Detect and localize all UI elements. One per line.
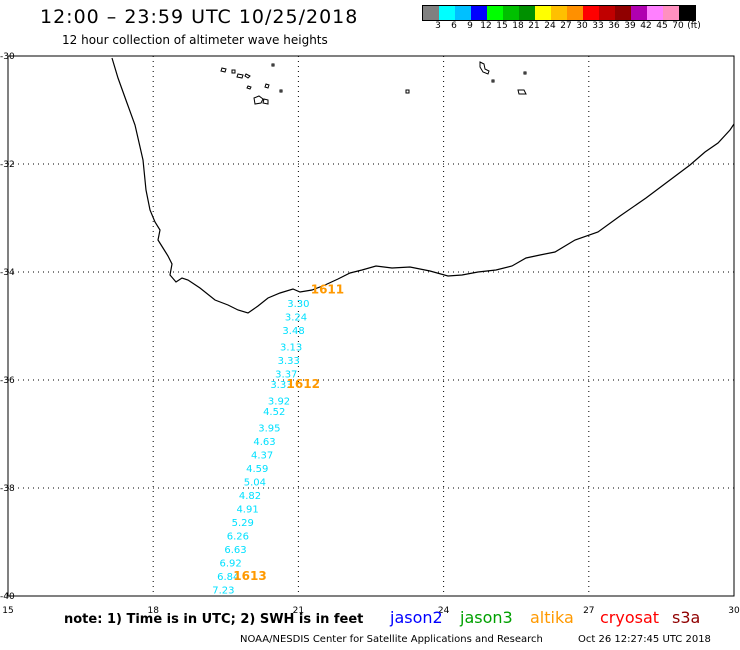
wave-height-label: 3.24 [285,313,307,324]
legend-label: 6 [451,21,457,31]
legend-swatch [663,6,679,20]
legend-swatch [631,6,647,20]
wave-height-label: 5.04 [244,477,266,488]
legend-label: 39 [624,21,636,31]
wave-height-label: 5.29 [232,518,254,529]
map-title: 12:00 – 23:59 UTC 10/25/2018 [40,6,359,28]
legend-swatch [567,6,583,20]
legend-swatch [647,6,663,20]
lat-tick-label: -38 [0,484,15,494]
wave-height-label: 6.26 [227,531,249,542]
lon-tick-label: 15 [2,606,13,616]
graticule [8,56,734,596]
legend-swatch [455,6,471,20]
legend-label: (ft) [687,21,701,31]
lat-tick-label: -32 [0,160,15,170]
legend-label: 45 [656,21,668,31]
time-label: 1612 [287,377,320,391]
lon-tick-label: 21 [293,606,304,616]
wave-height-label: 4.37 [251,450,273,461]
legend-label: 24 [544,21,556,31]
footer-credit: NOAA/NESDIS Center for Satellite Applica… [240,634,543,645]
legend-swatch [583,6,599,20]
lon-tick-label: 30 [728,606,740,616]
axis-ticks: 15 18 21 24 27 30 -30 -32 -34 -36 -38 -40 [0,52,740,616]
legend-swatch [615,6,631,20]
mission-altika: altika [530,608,574,627]
legend-label: 12 [480,21,492,31]
mission-s3a: s3a [672,608,701,627]
map-frame [7,55,735,597]
legend-label: 70 [672,21,684,31]
altimeter-track: 3.303.243.483.133.333.373.333.924.523.95… [212,299,309,596]
footer-timestamp: Oct 26 12:27:45 UTC 2018 [578,634,711,645]
wave-height-label: 6.63 [224,545,246,556]
lon-tick-label: 24 [438,606,450,616]
wave-height-label: 3.92 [268,396,290,407]
wave-height-label: 6.92 [220,558,242,569]
lon-tick-label: 18 [147,606,159,616]
legend-label: 21 [528,21,540,31]
lat-tick-label: -36 [0,376,15,386]
legend-label: 18 [512,21,524,31]
wave-height-label: 3.13 [280,342,302,353]
track-time-labels: 1611 1612 1613 [233,283,344,583]
legend-label: 42 [640,21,652,31]
wave-height-label: 3.48 [282,326,304,337]
legend-swatch [599,6,615,20]
lat-tick-label: -34 [0,268,15,278]
wave-height-label: 7.23 [212,585,234,596]
legend-label: 15 [496,21,508,31]
mission-cryosat: cryosat [600,608,660,627]
legend-swatch [551,6,567,20]
time-label: 1613 [233,569,266,583]
color-legend [422,5,696,21]
legend-swatch [679,6,695,20]
time-label: 1611 [311,283,344,297]
legend-label: 36 [608,21,620,31]
wave-height-label: 4.91 [236,504,258,515]
legend-swatch [471,6,487,20]
wave-height-label: 3.30 [287,299,309,310]
legend-swatch [439,6,455,20]
legend-label: 27 [560,21,572,31]
legend-swatch [423,6,439,20]
wave-height-label: 3.33 [270,380,292,391]
legend-label: 9 [467,21,473,31]
wave-height-label: 3.95 [258,423,280,434]
map-subtitle: 12 hour collection of altimeter wave hei… [62,33,328,47]
wave-height-label: 3.33 [278,356,300,367]
legend-label: 30 [576,21,588,31]
wave-height-label: 3.37 [275,369,297,380]
legend-swatch [503,6,519,20]
legend-label: 33 [592,21,604,31]
legend-swatch [487,6,503,20]
lon-tick-label: 27 [583,606,594,616]
lat-tick-label: -30 [0,52,15,62]
legend-swatch [519,6,535,20]
wave-height-label: 4.82 [239,491,261,502]
legend-swatch [535,6,551,20]
wave-height-label: 6.84 [217,572,239,583]
wave-height-label: 4.59 [246,464,268,475]
mission-jason2: jason2 [390,608,443,627]
wave-height-label: 4.52 [263,407,285,418]
legend-label: 3 [435,21,441,31]
footer-note: note: 1) Time is in UTC; 2) SWH is in fe… [64,612,364,627]
lat-tick-label: -40 [0,592,15,602]
coastline [111,57,735,314]
mission-jason3: jason3 [460,608,513,627]
wave-height-label: 4.63 [253,437,275,448]
